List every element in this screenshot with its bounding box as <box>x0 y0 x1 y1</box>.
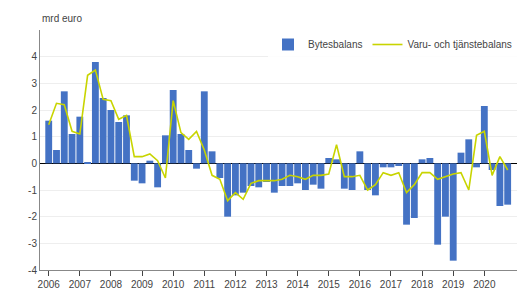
svg-text:4: 4 <box>31 51 37 62</box>
svg-text:2006: 2006 <box>38 279 61 290</box>
svg-text:Varu- och tjänstebalans: Varu- och tjänstebalans <box>407 39 511 50</box>
svg-text:-1: -1 <box>28 185 37 196</box>
svg-text:2017: 2017 <box>380 279 403 290</box>
svg-text:-4: -4 <box>28 265 37 276</box>
svg-text:1: 1 <box>31 131 37 142</box>
svg-text:3: 3 <box>31 78 37 89</box>
svg-text:2015: 2015 <box>318 279 341 290</box>
svg-text:2019: 2019 <box>442 279 465 290</box>
svg-text:2010: 2010 <box>162 279 185 290</box>
svg-text:2016: 2016 <box>349 279 372 290</box>
svg-text:2011: 2011 <box>194 279 216 290</box>
svg-text:2014: 2014 <box>287 279 310 290</box>
svg-text:2: 2 <box>31 105 37 116</box>
svg-text:mrd euro: mrd euro <box>42 13 82 24</box>
svg-text:2020: 2020 <box>473 279 496 290</box>
svg-text:2007: 2007 <box>69 279 92 290</box>
svg-text:2018: 2018 <box>411 279 434 290</box>
svg-text:0: 0 <box>31 158 37 169</box>
svg-text:2009: 2009 <box>131 279 154 290</box>
svg-text:2008: 2008 <box>100 279 123 290</box>
svg-text:Bytesbalans: Bytesbalans <box>308 39 362 50</box>
svg-text:2013: 2013 <box>255 279 278 290</box>
svg-text:-3: -3 <box>28 238 37 249</box>
svg-text:-2: -2 <box>28 211 37 222</box>
svg-text:2012: 2012 <box>224 279 247 290</box>
